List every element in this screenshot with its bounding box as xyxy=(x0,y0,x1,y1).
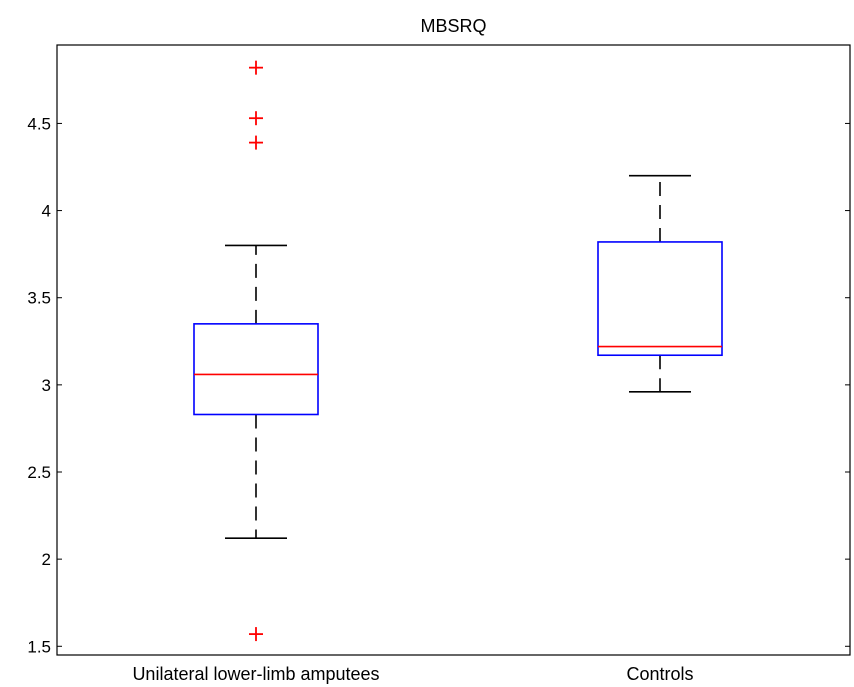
y-axis: 1.5 2 2.5 3 3.5 4 4.5 xyxy=(27,114,850,656)
y-tick-label: 4 xyxy=(42,202,51,221)
axes-frame xyxy=(56,44,851,656)
y-tick-label: 2 xyxy=(42,550,51,569)
chart-title: MBSRQ xyxy=(420,16,486,36)
y-tick-label: 3.5 xyxy=(27,289,51,308)
x-tick-label: Unilateral lower-limb amputees xyxy=(132,664,379,684)
x-axis: Unilateral lower-limb amputees Controls xyxy=(132,664,693,684)
outlier-marker xyxy=(249,627,263,642)
y-tick-label: 4.5 xyxy=(27,114,51,133)
y-tick-label: 2.5 xyxy=(27,463,51,482)
outlier-marker xyxy=(249,135,263,150)
box-group xyxy=(193,60,319,642)
outlier-marker xyxy=(249,60,263,75)
box-group xyxy=(597,174,723,393)
y-tick-label: 3 xyxy=(42,376,51,395)
box-plots xyxy=(193,60,723,642)
x-tick-label: Controls xyxy=(626,664,693,684)
y-tick-label: 1.5 xyxy=(27,637,51,656)
outlier-marker xyxy=(249,111,263,126)
box xyxy=(193,323,319,416)
box xyxy=(597,241,723,357)
